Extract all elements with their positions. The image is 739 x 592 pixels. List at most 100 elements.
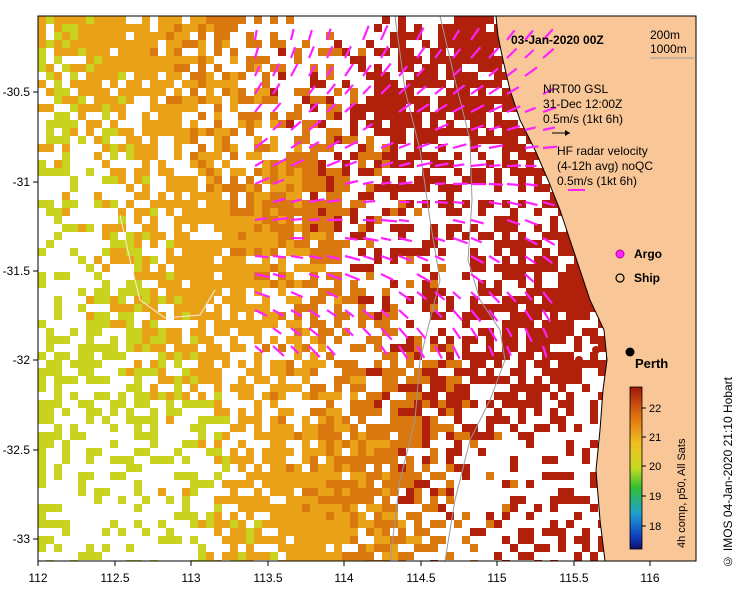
sst-pixel <box>38 464 46 472</box>
sst-pixel <box>422 264 430 272</box>
radar-arrow <box>470 144 482 150</box>
radar-arrow <box>452 218 466 224</box>
sst-pixel <box>358 48 366 56</box>
sst-pixel <box>182 272 190 280</box>
sst-pixel <box>254 88 262 96</box>
sst-pixel <box>302 424 310 432</box>
sst-pixel <box>150 328 158 336</box>
sst-pixel <box>502 104 510 112</box>
sst-pixel <box>174 184 182 192</box>
sst-pixel <box>166 336 174 344</box>
sst-pixel <box>302 160 310 168</box>
radar-arrow <box>272 157 287 167</box>
sst-pixel <box>590 336 598 344</box>
sst-pixel <box>94 288 102 296</box>
sst-pixel <box>454 392 462 400</box>
sst-pixel <box>358 200 366 208</box>
sst-pixel <box>502 152 510 160</box>
sst-pixel <box>462 16 470 24</box>
sst-pixel <box>542 424 550 432</box>
sst-pixel <box>134 72 142 80</box>
sst-pixel <box>262 216 270 224</box>
sst-pixel <box>190 256 198 264</box>
sst-pixel <box>278 480 286 488</box>
sst-pixel <box>270 136 278 144</box>
sst-pixel <box>478 288 486 296</box>
radar-arrow <box>506 29 516 41</box>
sst-pixel <box>142 256 150 264</box>
sst-pixel <box>142 56 150 64</box>
sst-pixel <box>366 456 374 464</box>
radar-arrow <box>344 327 354 337</box>
sst-pixel <box>150 56 158 64</box>
sst-pixel <box>262 304 270 312</box>
sst-pixel <box>382 352 390 360</box>
sst-pixel <box>206 80 214 88</box>
sst-pixel <box>190 192 198 200</box>
sst-pixel <box>270 392 278 400</box>
sst-pixel <box>366 264 374 272</box>
sst-pixel <box>462 400 470 408</box>
sst-pixel <box>118 472 126 480</box>
sst-pixel <box>374 464 382 472</box>
sst-pixel <box>166 96 174 104</box>
sst-pixel <box>502 256 510 264</box>
sst-pixel <box>38 24 46 32</box>
sst-pixel <box>206 480 214 488</box>
sst-pixel <box>238 96 246 104</box>
sst-pixel <box>438 184 446 192</box>
sst-pixel <box>262 88 270 96</box>
sst-pixel <box>286 464 294 472</box>
sst-pixel <box>134 32 142 40</box>
sst-pixel <box>174 344 182 352</box>
sst-pixel <box>158 160 166 168</box>
sst-pixel <box>102 416 110 424</box>
sst-pixel <box>566 360 574 368</box>
sst-pixel <box>94 360 102 368</box>
sst-pixel <box>118 40 126 48</box>
sst-pixel <box>158 32 166 40</box>
sst-pixel <box>94 392 102 400</box>
sst-pixel <box>190 200 198 208</box>
sst-pixel <box>318 48 326 56</box>
sst-pixel <box>126 184 134 192</box>
sst-pixel <box>526 264 534 272</box>
radar-arrow <box>542 106 557 114</box>
sst-pixel <box>582 536 590 544</box>
radar-arrow <box>308 85 316 95</box>
sst-pixel <box>470 432 478 440</box>
sst-pixel <box>510 224 518 232</box>
sst-pixel <box>206 192 214 200</box>
sst-pixel <box>230 456 238 464</box>
sst-pixel <box>542 344 550 352</box>
sst-pixel <box>598 544 606 552</box>
sst-pixel <box>270 192 278 200</box>
radar-arrow <box>542 88 554 95</box>
sst-pixel <box>358 448 366 456</box>
radar-arrow <box>326 291 339 299</box>
sst-pixel <box>342 208 350 216</box>
sst-pixel <box>166 496 174 504</box>
sst-pixel <box>238 504 246 512</box>
sst-pixel <box>222 480 230 488</box>
sst-pixel <box>446 64 454 72</box>
sst-pixel <box>198 64 206 72</box>
sst-pixel <box>350 208 358 216</box>
sst-pixel <box>334 208 342 216</box>
sst-pixel <box>278 40 286 48</box>
sst-pixel <box>294 552 302 560</box>
sst-pixel <box>142 320 150 328</box>
sst-pixel <box>38 504 46 512</box>
sst-pixel <box>270 432 278 440</box>
sst-pixel <box>454 168 462 176</box>
sst-pixel <box>334 520 342 528</box>
sst-pixel <box>46 336 54 344</box>
sst-pixel <box>446 192 454 200</box>
sst-pixel <box>238 224 246 232</box>
sst-pixel <box>262 80 270 88</box>
sst-pixel <box>38 320 46 328</box>
sst-pixel <box>502 320 510 328</box>
sst-pixel <box>406 248 414 256</box>
sst-pixel <box>38 248 46 256</box>
sst-pixel <box>78 432 86 440</box>
